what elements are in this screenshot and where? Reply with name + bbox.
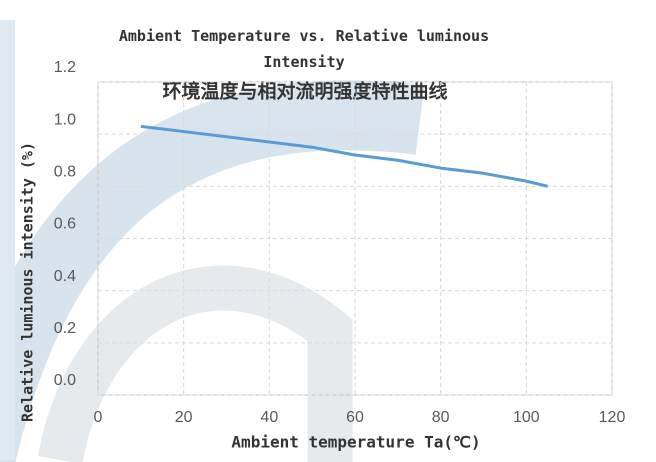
x-tick-label: 100 (513, 409, 540, 426)
y-tick-label: 0.0 (54, 372, 76, 389)
y-axis-label: Relative luminous intensity (%) (19, 142, 37, 422)
y-tick-label: 1.0 (54, 111, 76, 128)
watermark-arc (0, 80, 425, 462)
x-tick-label: 120 (599, 409, 626, 426)
x-tick-label: 0 (94, 409, 103, 426)
chart-title: Ambient Temperature vs. Relative luminou… (119, 27, 489, 71)
x-axis-label: Ambient temperature Ta(℃) (231, 433, 480, 452)
y-tick-label: 1.2 (54, 59, 76, 76)
y-tick-label: 0.8 (54, 164, 76, 181)
y-tick-label: 0.2 (54, 320, 76, 337)
watermark-arc (37, 265, 353, 462)
watermark (0, 20, 425, 462)
x-tick-label: 80 (432, 409, 450, 426)
y-tick-label: 0.4 (54, 268, 76, 285)
x-tick-label: 60 (346, 409, 364, 426)
chart-subtitle: 环境温度与相对流明强度特性曲线 (162, 80, 447, 103)
x-tick-label: 40 (260, 409, 278, 426)
data-line (140, 124, 549, 188)
y-tick-label: 0.6 (54, 216, 76, 233)
x-tick-label: 20 (175, 409, 193, 426)
